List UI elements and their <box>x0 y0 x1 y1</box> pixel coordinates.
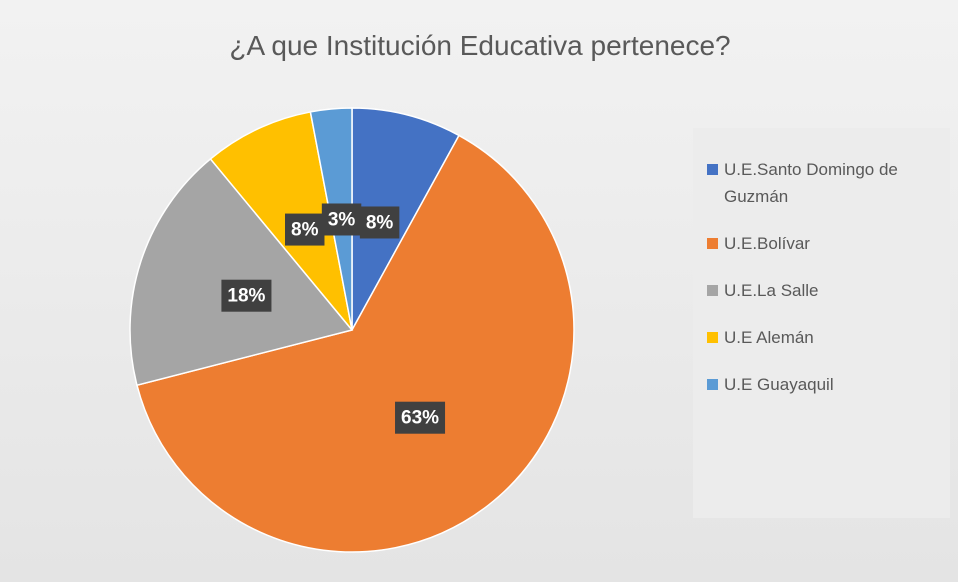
legend-swatch <box>707 332 718 343</box>
pie-slice <box>351 107 460 331</box>
legend-swatch <box>707 164 718 175</box>
data-label: 18% <box>221 279 272 312</box>
data-label: 63% <box>395 401 446 434</box>
legend-label: U.E.Bolívar <box>724 234 810 253</box>
pie-slice <box>209 111 353 331</box>
legend-swatch <box>707 285 718 296</box>
legend-item: U.E.La Salle <box>707 277 940 304</box>
chart-title: ¿A que Institución Educativa pertenece? <box>229 30 730 61</box>
data-label-text: 18% <box>227 286 265 307</box>
data-label-box <box>221 279 272 312</box>
data-label-box <box>359 206 400 239</box>
legend-label: U.E.Santo Domingo de Guzmán <box>724 160 898 206</box>
data-label: 3% <box>321 203 362 236</box>
legend-swatch <box>707 238 718 249</box>
data-label-text: 8% <box>366 213 394 234</box>
legend-label: U.E.La Salle <box>724 281 819 300</box>
legend-label: U.E Guayaquil <box>724 375 834 394</box>
legend-item: U.E.Santo Domingo de Guzmán <box>707 156 940 210</box>
data-label-box <box>321 203 362 236</box>
legend-item: U.E Guayaquil <box>707 371 940 398</box>
legend-item: U.E.Bolívar <box>707 230 940 257</box>
data-label: 8% <box>285 213 325 246</box>
pie-slice <box>129 157 354 387</box>
legend-swatch <box>707 379 718 390</box>
legend-item: U.E Alemán <box>707 324 940 351</box>
data-label-box <box>395 401 446 434</box>
legend: U.E.Santo Domingo de Guzmán U.E.Bolívar U.… <box>693 128 950 518</box>
pie-slice <box>136 134 575 553</box>
data-label-text: 3% <box>328 210 356 231</box>
data-label-text: 8% <box>291 220 319 241</box>
data-label-box <box>285 213 325 246</box>
legend-label: U.E Alemán <box>724 328 814 347</box>
data-label-text: 63% <box>401 408 439 429</box>
data-label: 8% <box>359 206 400 239</box>
